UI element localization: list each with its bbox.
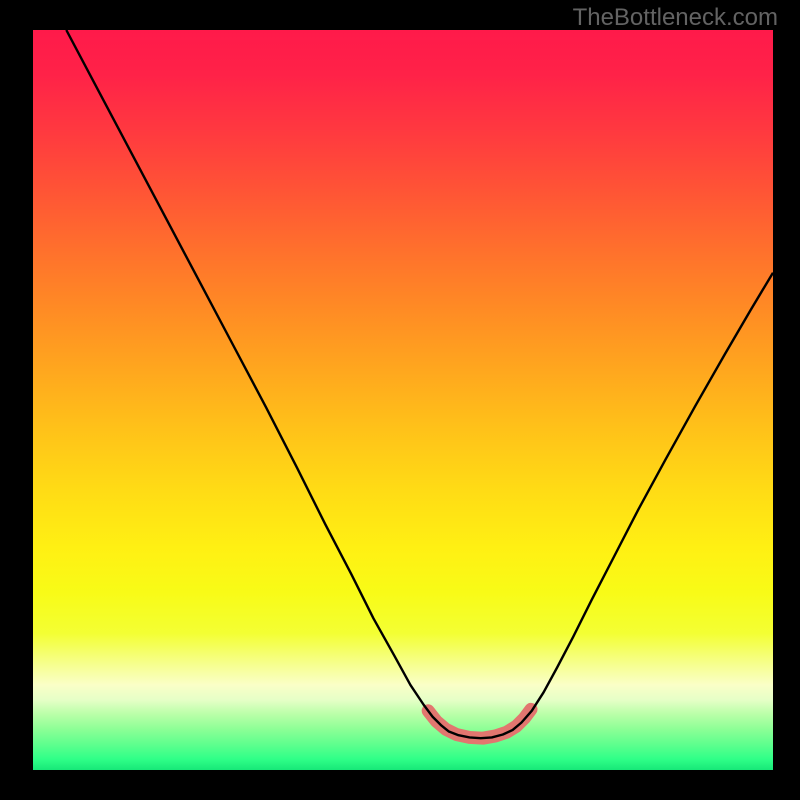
valley-highlight-path xyxy=(428,709,531,738)
plot-area xyxy=(33,30,773,770)
curve-layer xyxy=(33,30,773,770)
attribution-label: TheBottleneck.com xyxy=(573,4,778,32)
chart-stage: TheBottleneck.com xyxy=(0,0,800,800)
main-curve-path xyxy=(66,30,773,738)
